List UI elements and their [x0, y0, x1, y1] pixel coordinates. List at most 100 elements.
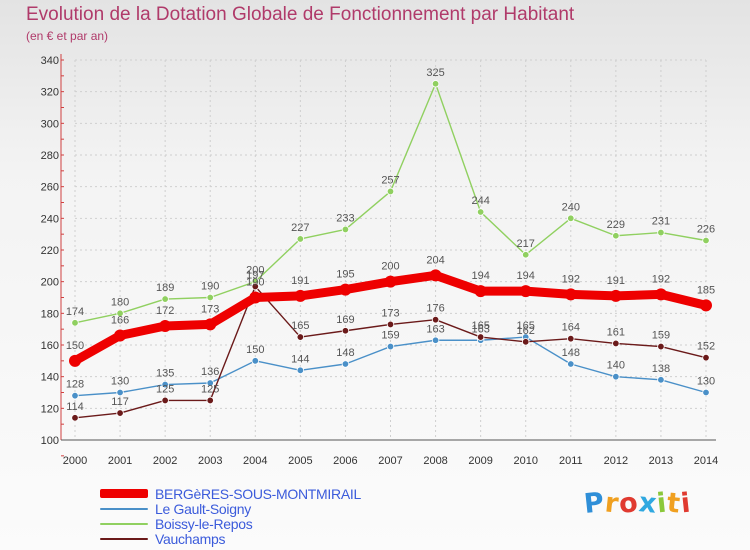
data-label: 163	[471, 323, 489, 335]
data-point	[251, 357, 259, 365]
data-label: 136	[201, 366, 219, 378]
legend-swatch	[100, 537, 148, 540]
plot-area: 100 120 140 160 180 200 220 240 260 280 300 320 340 2…	[41, 54, 718, 467]
data-label: 150	[66, 340, 84, 352]
data-label: 130	[111, 376, 129, 388]
data-point	[476, 208, 485, 216]
data-label: 231	[652, 216, 670, 228]
data-point	[429, 269, 442, 282]
data-point	[114, 329, 127, 342]
data-label: 140	[607, 360, 625, 372]
data-label: 233	[336, 212, 354, 224]
data-label: 159	[381, 330, 399, 342]
data-point	[206, 379, 214, 387]
data-label: 227	[291, 222, 309, 234]
data-point	[341, 360, 350, 368]
x-tick-label: 2014	[694, 455, 718, 467]
data-label: 197	[246, 269, 264, 281]
data-point	[702, 236, 710, 245]
data-point	[249, 291, 262, 304]
y-tick-label: 280	[41, 150, 59, 162]
chart-subtitle: (en € et par an)	[26, 29, 109, 43]
data-label: 117	[111, 396, 129, 408]
data-label: 217	[517, 238, 535, 250]
legend-swatch	[100, 522, 148, 525]
data-point	[206, 293, 214, 302]
logo-letter: i	[679, 487, 694, 520]
data-label: 159	[652, 330, 670, 342]
y-tick-label: 180	[41, 308, 59, 320]
data-point	[116, 388, 124, 397]
y-tick-label: 200	[41, 277, 59, 289]
data-point	[159, 320, 172, 332]
data-point	[522, 338, 530, 346]
data-label: 152	[697, 341, 715, 353]
data-label: 190	[201, 281, 219, 293]
data-label: 194	[517, 270, 535, 282]
data-label: 125	[201, 383, 219, 395]
data-point	[386, 187, 395, 196]
y-tick-label: 120	[41, 403, 59, 415]
data-label: 135	[156, 368, 174, 380]
data-point	[161, 295, 169, 303]
data-label: 173	[201, 303, 219, 315]
data-label: 165	[517, 320, 535, 332]
y-tick-label: 100	[41, 435, 59, 447]
data-point	[206, 396, 214, 405]
x-tick-label: 2011	[559, 455, 583, 467]
legend-label: Vauchamps	[155, 530, 226, 547]
data-point	[612, 232, 620, 240]
data-label: 173	[381, 307, 399, 319]
data-label: 144	[291, 353, 309, 365]
data-label: 176	[426, 303, 444, 315]
data-label: 161	[607, 326, 625, 338]
data-label: 169	[336, 314, 354, 326]
data-point	[296, 366, 305, 375]
x-tick-label: 2007	[378, 455, 402, 467]
data-label: 165	[471, 320, 489, 332]
data-point	[339, 283, 352, 296]
x-tick-label: 2003	[198, 455, 222, 467]
data-point	[116, 309, 124, 318]
data-point	[657, 228, 665, 237]
data-point	[294, 289, 307, 302]
data-label: 163	[426, 323, 444, 335]
data-point	[71, 414, 79, 422]
data-label: 130	[697, 376, 715, 388]
data-point	[657, 376, 665, 384]
data-point	[476, 333, 485, 341]
legend-item: Boissy-le-Repos	[100, 516, 361, 532]
legend-item: BERGèRES-SOUS-MONTMIRAIL	[100, 486, 361, 502]
data-point	[700, 299, 712, 312]
x-tick-label: 2009	[468, 455, 492, 467]
y-tick-label: 220	[41, 245, 59, 257]
data-point	[702, 353, 710, 362]
data-label: 174	[66, 306, 84, 318]
data-point	[431, 315, 440, 324]
data-point	[522, 251, 530, 259]
chart-title: Evolution de la Dotation Globale de Fonc…	[26, 4, 575, 25]
data-point	[519, 285, 532, 298]
data-label: 191	[291, 275, 309, 287]
data-point	[384, 275, 397, 288]
data-point	[474, 285, 487, 298]
legend-label: Le Gault-Soigny	[155, 500, 251, 517]
data-point	[71, 391, 79, 400]
data-label: 229	[607, 219, 625, 231]
data-label: 150	[246, 344, 264, 356]
data-point	[251, 282, 259, 291]
x-tick-label: 2013	[649, 455, 673, 467]
legend-item: Le Gault-Soigny	[100, 500, 361, 517]
data-point	[431, 336, 440, 344]
data-label: 185	[697, 284, 715, 296]
data-label: 162	[517, 325, 535, 337]
data-point	[609, 289, 622, 302]
data-point	[612, 339, 620, 348]
data-point	[71, 319, 79, 327]
data-label: 164	[562, 322, 580, 334]
x-tick-label: 2008	[423, 455, 447, 467]
data-label: 148	[562, 347, 580, 359]
data-label: 172	[156, 305, 174, 317]
data-label: 138	[652, 363, 670, 375]
